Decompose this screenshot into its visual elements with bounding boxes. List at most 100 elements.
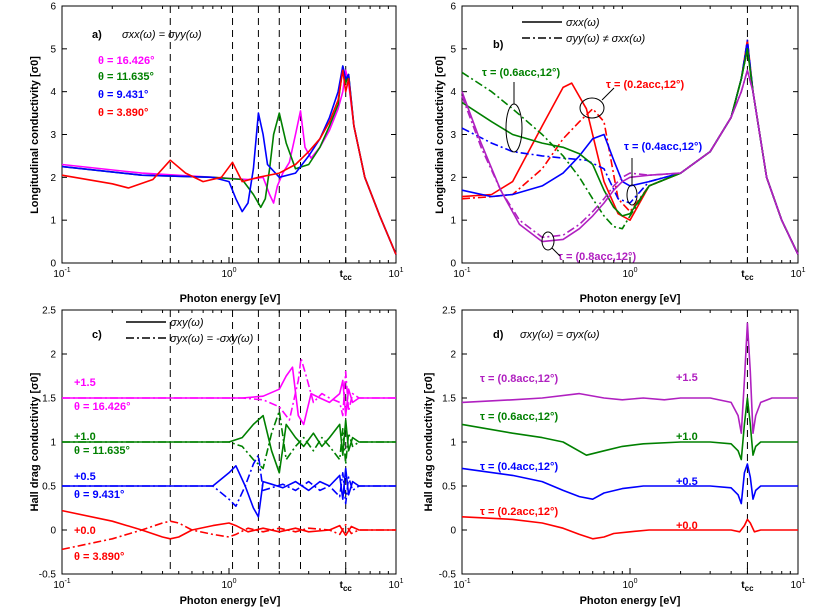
theta-label-2: θ = 11.635° [98,71,154,83]
ylabel-a: Longitudinal conductivity [σ0] [29,56,41,214]
series-c-5 [62,454,396,508]
ytick-label-b-2: 2 [450,173,456,184]
ytick-label-a-2: 2 [50,173,56,184]
series-d-3 [461,516,798,540]
ytick-label-c-3: 1 [50,438,56,449]
series-b-5 [461,47,799,255]
series-d-0 [461,322,798,435]
theta-c-3: θ = 9.431° [74,489,124,501]
annotation-arrow-02 [601,87,615,101]
ytick-label-c-2: 0.5 [42,482,56,493]
xlabel-d: Photon energy [eV] [580,595,681,607]
xtick-label-b-2: tcc [741,269,754,282]
offset-c-10: +1.0 [74,431,96,443]
theta-c-1: θ = 16.426° [74,401,131,413]
xtick-label-d-0: 10-1 [453,578,470,591]
ytick-label-b-3: 3 [450,130,456,141]
series-c-1 [62,357,396,421]
xtick-label-c-3: 101 [388,578,403,591]
offset-d-10: +1.0 [676,431,698,443]
offset-c-05: +0.5 [74,471,96,483]
series-d-1 [461,397,798,461]
series-b-4 [461,47,799,255]
tau-d-06: τ = (0.6acc,12°) [480,411,558,423]
annotation-ellipse-04 [626,184,638,206]
xtick-label-a-2: tcc [340,269,353,282]
legend-d-title: σxy(ω) = σyx(ω) [520,329,600,341]
ytick-label-b-0: 0 [450,259,456,270]
tau-d-04: τ = (0.4acc,12°) [480,461,558,473]
legend-b-2: σyy(ω) ≠ σxx(ω) [566,33,646,45]
ytick-label-a-3: 3 [50,130,56,141]
tau-b-02: τ = (0.2acc,12°) [606,79,684,91]
xtick-label-d-2: tcc [741,580,754,593]
annotation-ellipse-08 [541,231,555,251]
legend-b-1: σxx(ω) [566,17,600,29]
panel-letter-b: b) [493,39,504,51]
xtick-label-b-0: 10-1 [453,267,470,280]
tau-b-04: τ = (0.4acc,12°) [624,141,702,153]
theta-label-1: θ = 16.426° [98,55,155,67]
ytick-label-d-2: 0.5 [442,482,456,493]
ytick-label-b-1: 1 [450,216,456,227]
annotation-arrow-08 [551,247,561,257]
ytick-label-c-0: -0.5 [39,570,57,581]
series-c-0 [62,366,396,426]
ytick-label-b-4: 4 [450,87,456,98]
ytick-label-c-6: 2.5 [42,306,56,317]
ytick-label-d-5: 2 [450,350,456,361]
series-a-3 [61,69,397,255]
series-d-2 [461,463,798,505]
ytick-label-d-6: 2.5 [442,306,456,317]
panel-letter-c: c) [92,329,102,341]
ytick-label-a-5: 5 [50,44,56,55]
theta-label-3: θ = 9.431° [98,89,148,101]
ytick-label-b-5: 5 [450,44,456,55]
tau-b-08: τ = (0.8acc,12°) [558,251,636,263]
xlabel-c: Photon energy [eV] [180,595,281,607]
series-c-6 [61,509,396,540]
xtick-label-d-1: 100 [622,578,637,591]
tau-d-08: τ = (0.8acc,12°) [480,373,558,385]
xtick-label-a-1: 100 [221,267,236,280]
ytick-label-a-4: 4 [50,87,56,98]
xtick-label-c-1: 100 [221,578,236,591]
ytick-label-a-0: 0 [50,259,56,270]
ytick-label-c-4: 1.5 [42,394,56,405]
ytick-label-d-0: -0.5 [439,570,457,581]
xtick-label-a-3: 101 [388,267,403,280]
panel-letter-d: d) [493,329,504,341]
offset-c-00: +0.0 [74,525,96,537]
offset-d-00: +0.0 [676,520,698,532]
ylabel-b: Longitudinal conductivity [σ0] [434,56,446,214]
xtick-label-b-3: 101 [790,267,805,280]
offset-d-15: +1.5 [676,372,698,384]
ytick-label-a-1: 1 [50,216,56,227]
series-c-7 [61,520,396,551]
legend-a-title: σxx(ω) = σyy(ω) [122,29,202,41]
ylabel-c: Hall drag conductivity [σ0] [29,372,41,511]
ytick-label-d-4: 1.5 [442,394,456,405]
theta-label-4: θ = 3.890° [98,107,148,119]
ytick-label-b-6: 6 [450,2,456,13]
xlabel-a: Photon energy [eV] [180,293,281,305]
ytick-label-a-6: 6 [50,2,56,13]
xlabel-b: Photon energy [eV] [580,293,681,305]
series-c-3 [62,410,396,470]
ytick-label-d-3: 1 [450,438,456,449]
annotation-ellipse-06 [505,103,523,153]
tau-b-06: τ = (0.6acc,12°) [482,67,560,79]
offset-c-15: +1.5 [74,377,96,389]
panel-letter-a: a) [92,29,102,41]
offset-d-05: +0.5 [676,476,698,488]
theta-c-4: θ = 3.890° [74,551,124,563]
ytick-label-c-1: 0 [50,526,56,537]
tau-d-02: τ = (0.2acc,12°) [480,506,558,518]
legend-c-1: σxy(ω) [170,317,204,329]
ytick-label-c-5: 2 [50,350,56,361]
ylabel-d: Hall drag conductivity [σ0] [423,372,435,511]
xtick-label-b-1: 100 [622,267,637,280]
xtick-label-c-0: 10-1 [53,578,70,591]
ytick-label-d-1: 0 [450,526,456,537]
